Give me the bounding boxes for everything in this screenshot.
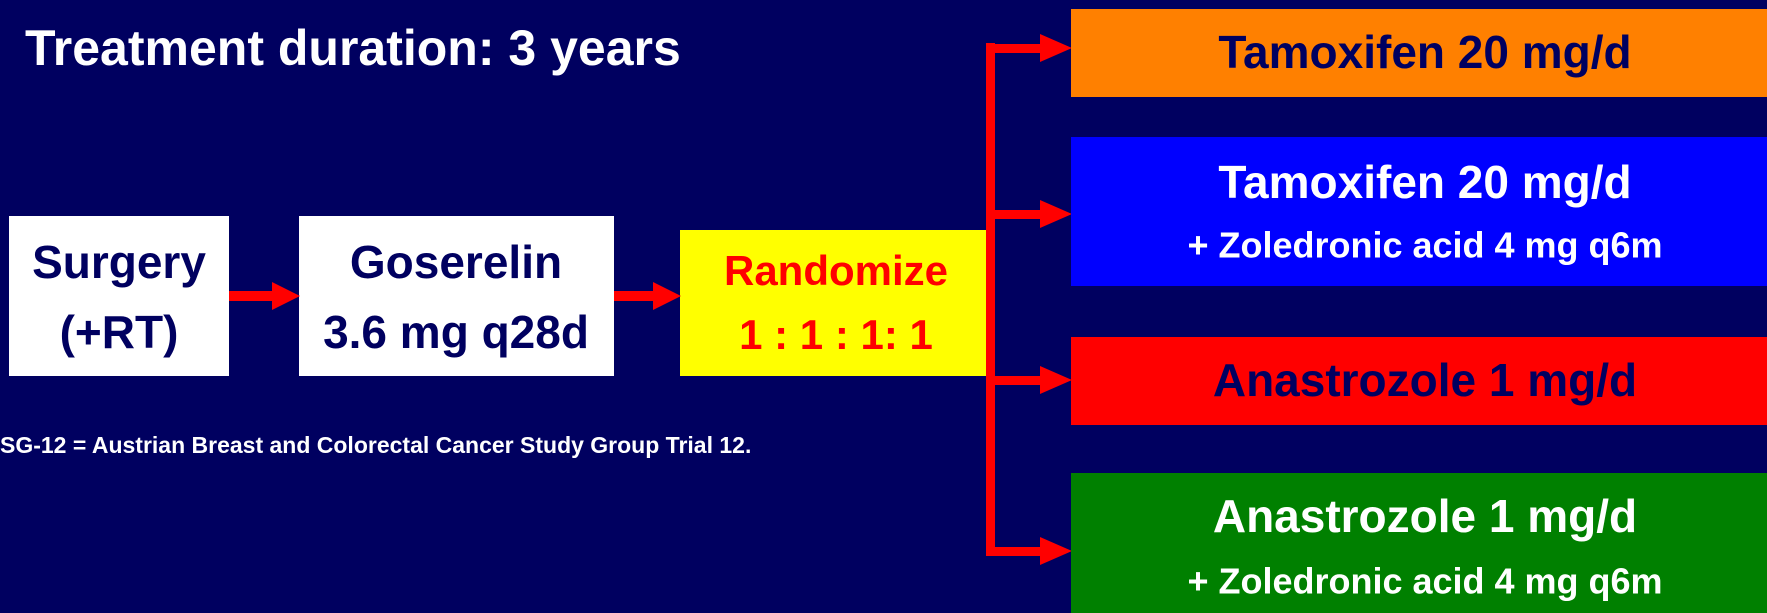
arrow-shaft	[986, 376, 1044, 385]
randomize-box	[680, 230, 987, 376]
node-label: Goserelin	[350, 236, 562, 288]
arrow-head	[1040, 366, 1072, 394]
arm-label: Tamoxifen 20 mg/d	[1218, 26, 1631, 78]
arrow-head	[1040, 200, 1072, 228]
arrow-shaft	[986, 44, 1044, 53]
arrow-shaft	[614, 291, 656, 301]
arm-label: Anastrozole 1 mg/d	[1213, 354, 1637, 406]
arm-sublabel: + Zoledronic acid 4 mg q6m	[1187, 225, 1662, 266]
node-label: Randomize	[724, 247, 948, 294]
goserelin-box	[299, 216, 614, 376]
arrows	[229, 34, 1072, 565]
footnote: SG-12 = Austrian Breast and Colorectal C…	[0, 432, 751, 458]
node-label: 3.6 mg q28d	[323, 306, 589, 358]
arrow-head	[1040, 537, 1072, 565]
arm-label: Tamoxifen 20 mg/d	[1218, 156, 1631, 208]
surgery-box	[9, 216, 229, 376]
arrow-shaft	[986, 210, 1044, 219]
node-label: 1 : 1 : 1: 1	[739, 311, 933, 358]
branch-line	[986, 43, 995, 556]
arrow-shaft	[986, 547, 1044, 556]
arrow-head	[653, 282, 681, 310]
arm-box	[1071, 473, 1767, 613]
arrow-shaft	[229, 291, 275, 301]
arrow-head	[272, 282, 300, 310]
arm-sublabel: + Zoledronic acid 4 mg q6m	[1187, 561, 1662, 602]
arm-box	[1071, 137, 1767, 286]
arm-box	[1071, 9, 1767, 97]
arm-box	[1071, 337, 1767, 425]
arrow-head	[1040, 34, 1072, 62]
title: Treatment duration: 3 years	[25, 20, 681, 76]
arm-label: Anastrozole 1 mg/d	[1213, 490, 1637, 542]
node-label: (+RT)	[60, 306, 179, 358]
node-label: Surgery	[32, 236, 206, 288]
